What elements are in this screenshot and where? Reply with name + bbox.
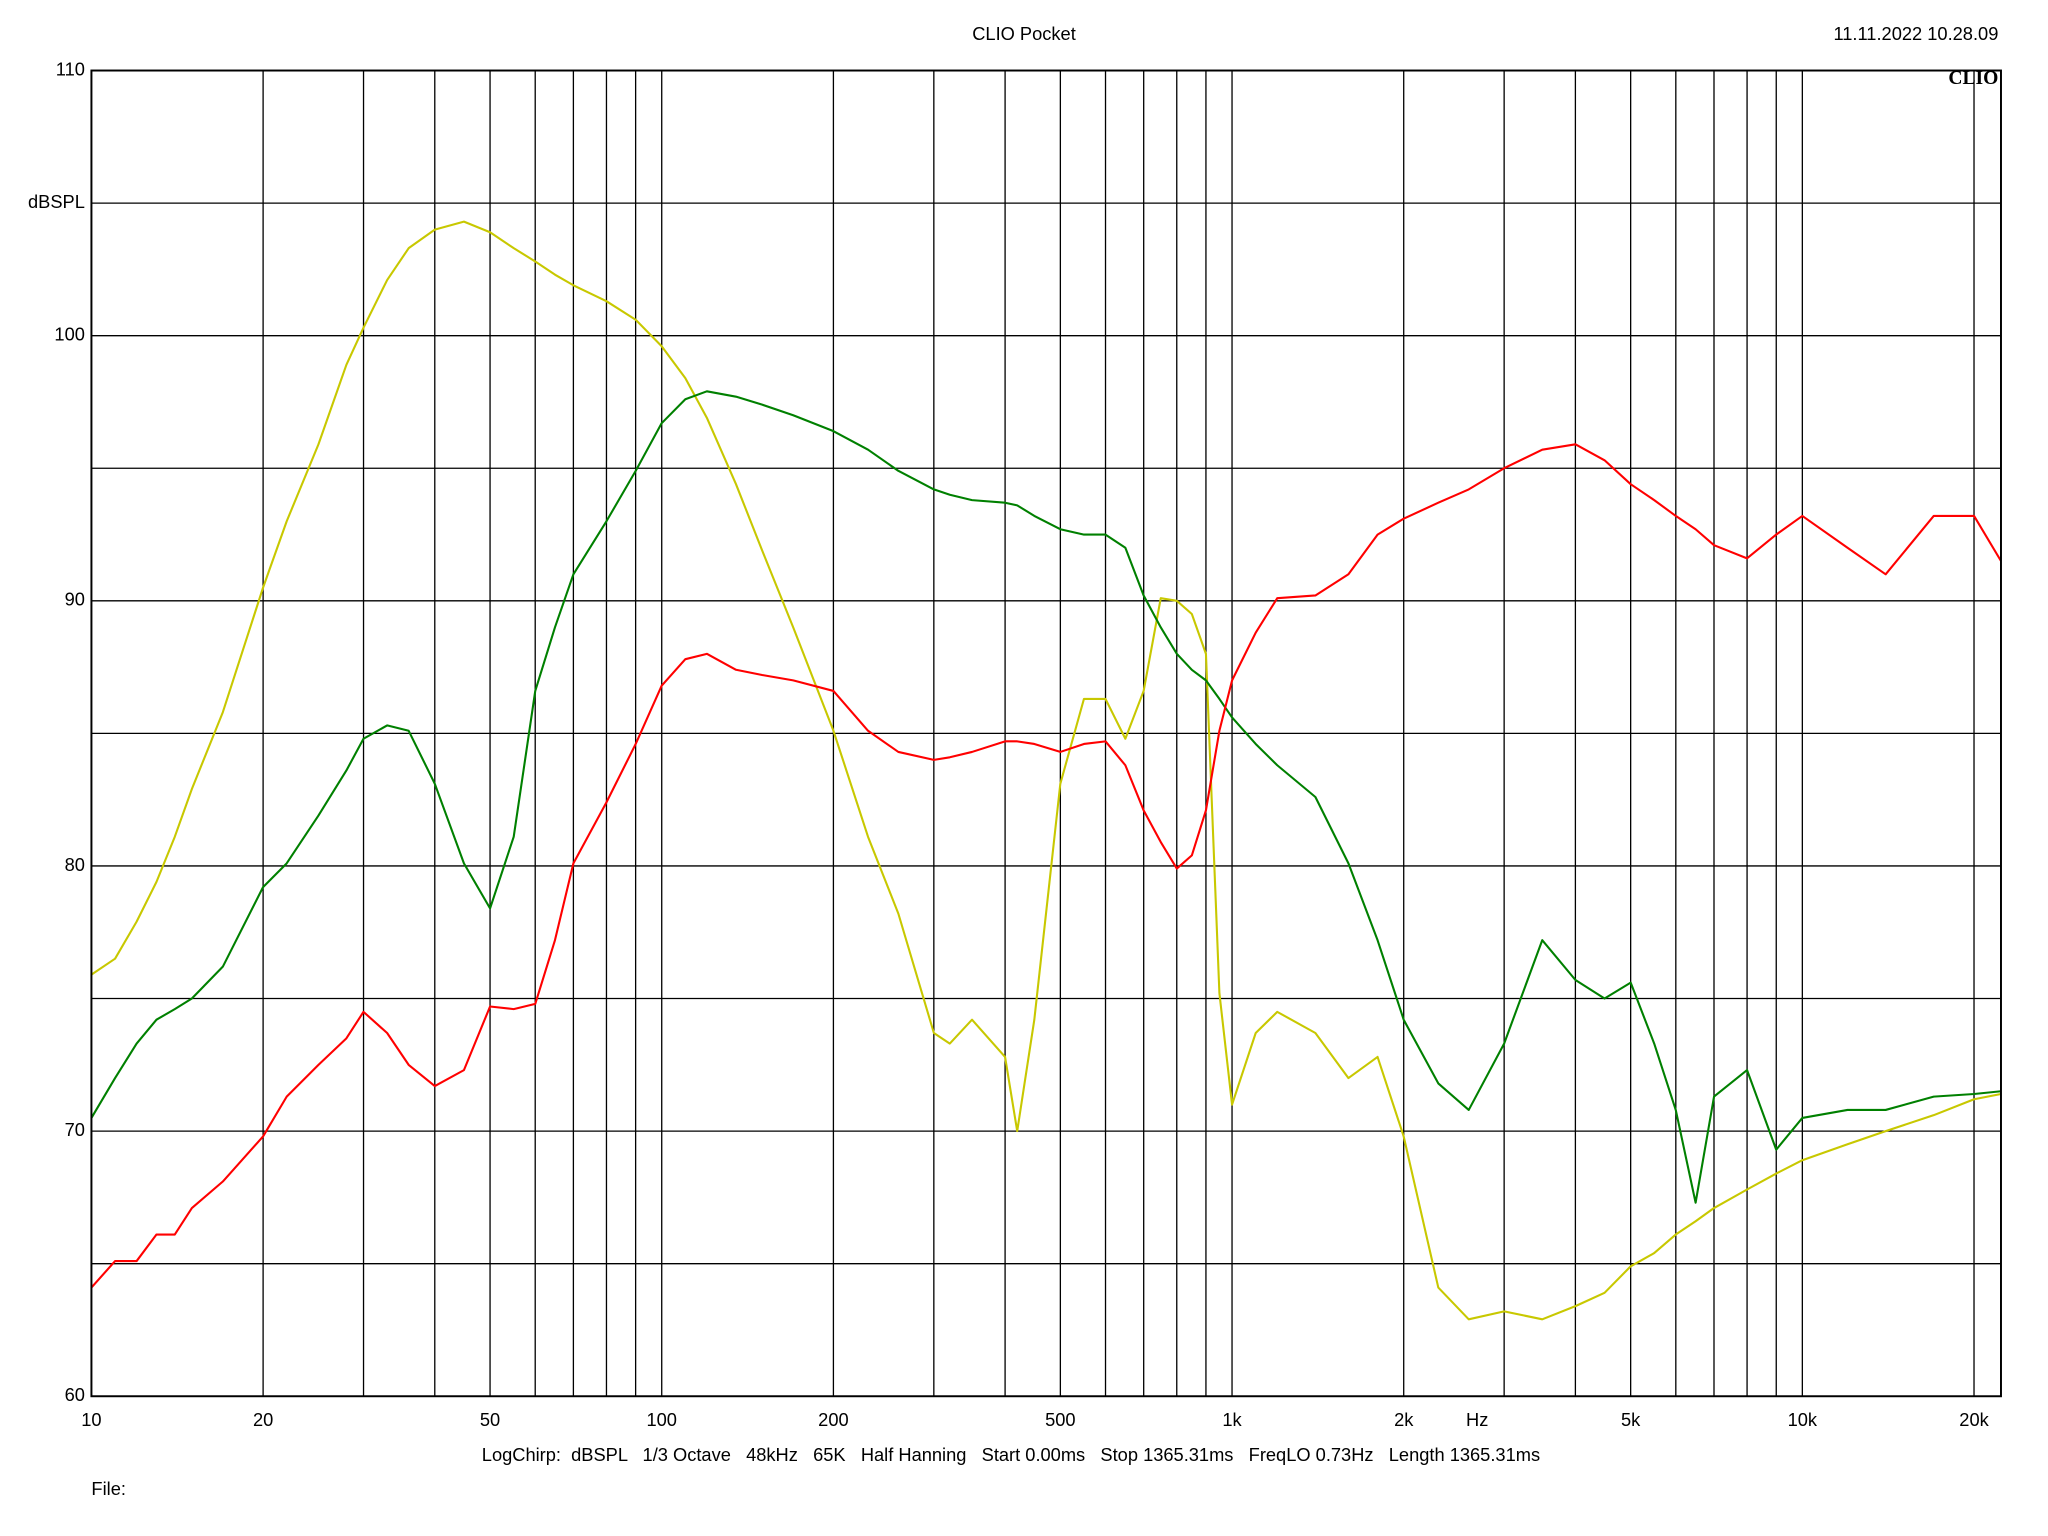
x-tick-label: 20: [253, 1409, 273, 1430]
x-tick-label: 500: [1045, 1409, 1075, 1430]
x-tick-label: 1k: [1222, 1409, 1242, 1430]
series-line: [90, 390, 2002, 1204]
x-tick-label: 10: [81, 1409, 101, 1430]
x-tick-label: 2k: [1394, 1409, 1414, 1430]
series-line: [90, 220, 2002, 1321]
y-tick-label: 100: [54, 324, 84, 345]
logo: CLIO: [1948, 68, 1998, 89]
y-tick-label: 80: [65, 854, 85, 875]
x-tick-label: 5k: [1621, 1409, 1641, 1430]
x-tick-label: 10k: [1788, 1409, 1818, 1430]
settings-line: LogChirp: dBSPL 1/3 Octave 48kHz 65K Hal…: [482, 1444, 1540, 1465]
y-tick-label: 110: [56, 58, 85, 79]
chart-title: CLIO Pocket: [972, 23, 1076, 44]
y-tick-label: 60: [65, 1384, 85, 1405]
x-tick-label: 20k: [1959, 1409, 1989, 1430]
x-tick-label: 100: [646, 1409, 676, 1430]
y-axis-label: dBSPL: [28, 191, 85, 212]
timestamp: 11.11.2022 10.28.09: [1833, 23, 1998, 44]
y-tick-label: 90: [65, 589, 85, 610]
y-tick-label: 70: [65, 1119, 85, 1140]
file-label: File:: [91, 1478, 126, 1499]
x-tick-label: 200: [818, 1409, 848, 1430]
plot-frame: [90, 69, 2002, 1398]
x-tick-label: 50: [480, 1409, 500, 1430]
x-axis-label: Hz: [1466, 1409, 1488, 1430]
series-line: [90, 443, 2002, 1289]
